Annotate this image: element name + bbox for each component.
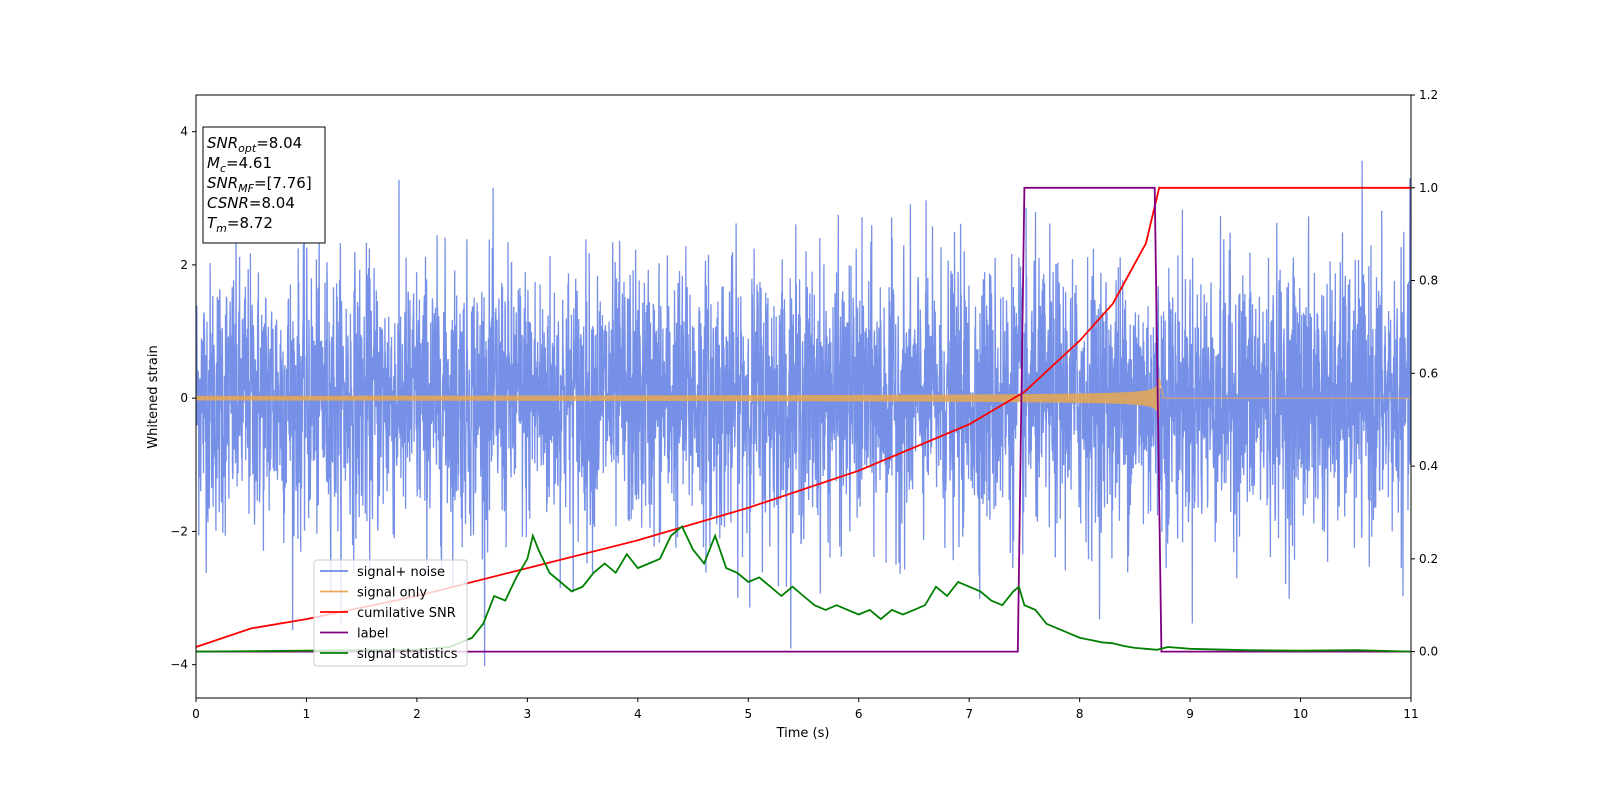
x-tick-label: 4 [634, 707, 642, 721]
y-tick-label-left: 2 [180, 258, 188, 272]
series-label [196, 186, 1411, 653]
y-tick-label-right: 0.6 [1419, 366, 1438, 380]
x-tick-label: 5 [744, 707, 752, 721]
info-line: Mc=4.61 [207, 154, 272, 175]
chirp-line [196, 377, 1411, 419]
x-tick-label: 7 [965, 707, 973, 721]
info-line: Tm=8.72 [207, 214, 273, 235]
info-line: SNRMF=[7.76] [207, 174, 312, 195]
series-signal-only [196, 377, 1411, 419]
legend-label: signal only [357, 586, 427, 601]
x-tick-label: 8 [1076, 707, 1084, 721]
legend-label: cumilative SNR [357, 606, 456, 621]
x-tick-label: 2 [413, 707, 421, 721]
plot-frame [195, 94, 1412, 699]
y-tick-label-left: −2 [170, 524, 188, 538]
legend-label: signal statistics [357, 647, 458, 662]
y-tick-label-right: 0.4 [1419, 459, 1438, 473]
y-tick-label-right: 1.0 [1419, 181, 1438, 195]
y-tick-label-right: 0.0 [1419, 645, 1438, 659]
info-line: SNRopt=8.04 [207, 134, 302, 155]
y-axis-label-left: Whitened strain [146, 345, 161, 448]
legend: signal+ noise signal only cumilative SNR la… [313, 559, 468, 667]
y-tick-label-right: 1.2 [1419, 88, 1438, 102]
x-tick-label: 0 [192, 707, 200, 721]
x-tick-label: 1 [303, 707, 311, 721]
y-tick-label-left: −4 [170, 658, 188, 672]
y-tick-label-right: 0.2 [1419, 552, 1438, 566]
y-tick-label-right: 0.8 [1419, 274, 1438, 288]
x-axis-label: Time (s) [776, 726, 830, 741]
y-tick-label-left: 0 [180, 391, 188, 405]
legend-frame [313, 559, 468, 667]
series-signal-statistics [196, 524, 1411, 653]
x-tick-label: 10 [1293, 707, 1308, 721]
legend-label: signal+ noise [357, 565, 445, 580]
info-box-frame [202, 126, 326, 244]
y-tick-label-left: 4 [180, 125, 188, 139]
legend-label: label [357, 627, 388, 642]
x-tick-label: 3 [524, 707, 532, 721]
info-line: CSNR=8.04 [207, 194, 295, 212]
x-tick-label: 11 [1403, 707, 1418, 721]
x-tick-label: 9 [1186, 707, 1194, 721]
x-tick-label: 6 [855, 707, 863, 721]
